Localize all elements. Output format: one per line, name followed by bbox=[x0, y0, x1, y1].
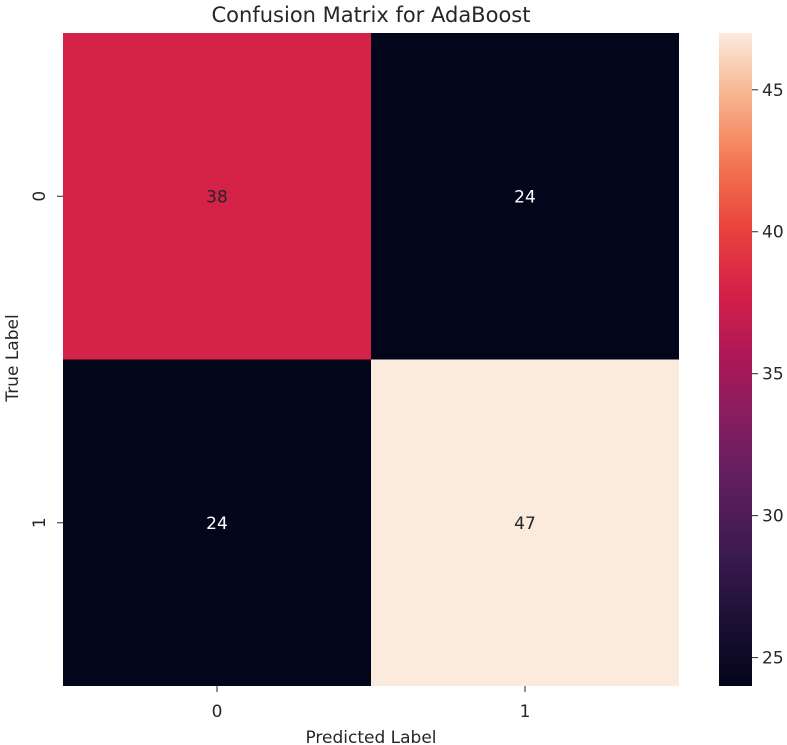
colorbar-tick-label: 35 bbox=[762, 365, 784, 385]
heatmap-cells bbox=[63, 33, 679, 686]
x-tick-label: 0 bbox=[212, 702, 223, 722]
heatmap-cell-labels: 38 24 24 47 bbox=[206, 187, 536, 534]
colorbar bbox=[719, 33, 752, 686]
y-axis-label: True Label bbox=[3, 314, 23, 402]
x-tick-label: 1 bbox=[520, 702, 531, 722]
heatmap-cell bbox=[63, 33, 371, 360]
chart-title: Confusion Matrix for AdaBoost bbox=[212, 3, 531, 27]
heatmap-cell bbox=[371, 359, 679, 686]
x-axis-label: Predicted Label bbox=[305, 728, 436, 745]
colorbar-ticks: 25 30 35 40 45 bbox=[752, 81, 784, 669]
cell-value-label: 47 bbox=[514, 514, 536, 534]
colorbar-tick-label: 40 bbox=[762, 223, 784, 243]
heatmap-cell bbox=[371, 33, 679, 360]
colorbar-tick-label: 45 bbox=[762, 81, 784, 101]
cell-value-label: 24 bbox=[514, 187, 536, 207]
colorbar-tick-label: 25 bbox=[762, 649, 784, 669]
cell-value-label: 38 bbox=[206, 187, 228, 207]
colorbar-tick-label: 30 bbox=[762, 507, 784, 527]
cell-value-label: 24 bbox=[206, 514, 228, 534]
y-tick-label: 1 bbox=[30, 517, 50, 528]
y-tick-label: 0 bbox=[30, 191, 50, 202]
heatmap-cell bbox=[63, 359, 371, 686]
y-axis-ticks: 01 bbox=[30, 191, 63, 528]
